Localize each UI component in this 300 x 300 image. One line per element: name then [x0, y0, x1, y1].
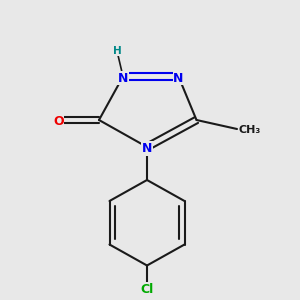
Text: H: H [112, 46, 122, 56]
Text: CH₃: CH₃ [238, 125, 261, 135]
Text: N: N [118, 71, 128, 85]
Text: N: N [173, 71, 184, 85]
Text: Cl: Cl [140, 283, 154, 296]
Text: O: O [53, 115, 64, 128]
Text: N: N [142, 142, 152, 155]
